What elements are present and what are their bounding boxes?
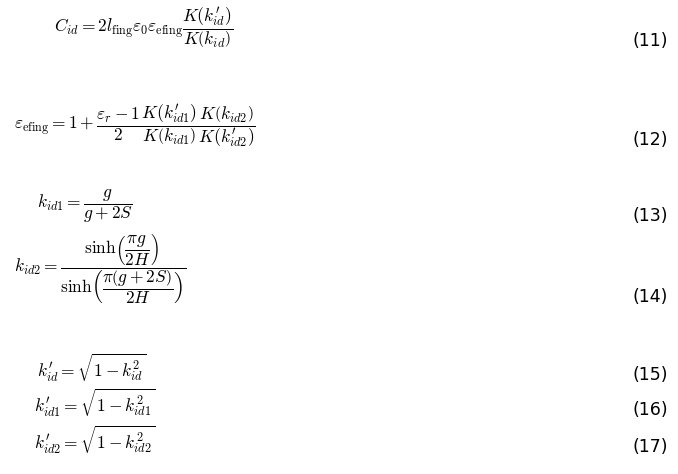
- Text: (12): (12): [633, 131, 668, 149]
- Text: $k_{id}' = \sqrt{1-k_{id}^2}$: $k_{id}' = \sqrt{1-k_{id}^2}$: [37, 352, 147, 384]
- Text: (17): (17): [633, 438, 668, 456]
- Text: $C_{id} = 2l_{\mathrm{fing}}\varepsilon_0\varepsilon_{\mathrm{efing}}\dfrac{K\le: $C_{id} = 2l_{\mathrm{fing}}\varepsilon_…: [54, 5, 233, 50]
- Text: (16): (16): [632, 401, 668, 419]
- Text: $k_{id2}' = \sqrt{1-k_{id2}^2}$: $k_{id2}' = \sqrt{1-k_{id2}^2}$: [34, 424, 155, 456]
- Text: $k_{id2} = \dfrac{\sinh\!\left(\dfrac{\pi g}{2H}\right)}{\sinh\!\left(\dfrac{\pi: $k_{id2} = \dfrac{\sinh\!\left(\dfrac{\p…: [14, 231, 186, 306]
- Text: (15): (15): [633, 366, 668, 384]
- Text: (14): (14): [633, 288, 668, 306]
- Text: (11): (11): [633, 32, 668, 50]
- Text: $\varepsilon_{\mathrm{efing}} = 1+\dfrac{\varepsilon_r-1}{2}\dfrac{K\left(k_{id1: $\varepsilon_{\mathrm{efing}} = 1+\dfrac…: [14, 102, 256, 149]
- Text: $k_{id1} = \dfrac{g}{g+2S}$: $k_{id1} = \dfrac{g}{g+2S}$: [37, 188, 134, 225]
- Text: $k_{id1}' = \sqrt{1-k_{id1}^2}$: $k_{id1}' = \sqrt{1-k_{id1}^2}$: [34, 387, 155, 419]
- Text: (13): (13): [633, 207, 668, 225]
